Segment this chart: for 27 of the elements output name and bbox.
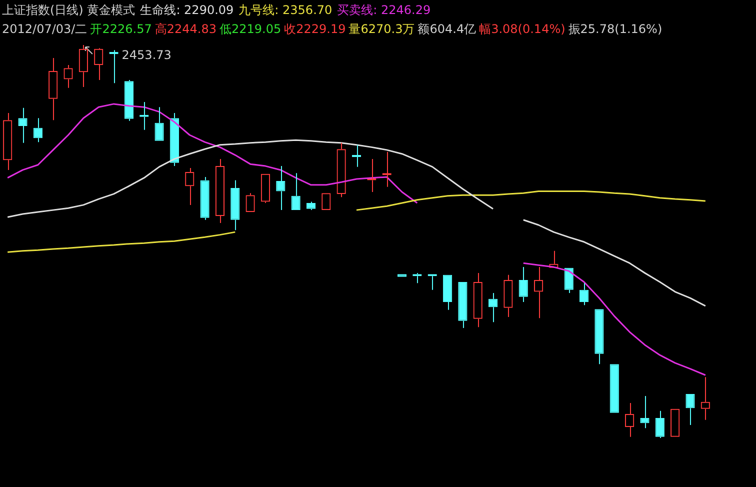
candlestick (655, 410, 664, 438)
chart-title: 上证指数(日线) 黄金模式 (2, 3, 136, 17)
candlestick (442, 274, 452, 310)
text: 九号线: 2356.70 (238, 3, 332, 17)
candlestick (154, 106, 164, 141)
annotation: 2453.73 (122, 48, 172, 62)
candlestick (352, 144, 362, 168)
candlestick (458, 282, 468, 328)
candlestick (109, 50, 118, 84)
text: 量6270.3万 (348, 22, 415, 36)
text: 振25.78(1.16%) (568, 22, 662, 36)
candlestick (518, 266, 528, 303)
candlestick (170, 112, 180, 167)
candlestick (640, 395, 650, 429)
text: 高2244.83 (154, 22, 216, 36)
text: 开2226.57 (90, 22, 152, 36)
candlestick (124, 79, 134, 122)
candlestick (564, 268, 574, 294)
text: 收2229.19 (284, 22, 346, 36)
text: 买卖线: 2246.29 (337, 3, 431, 17)
candlestick (230, 180, 240, 231)
text: 2012/07/03/二 (2, 22, 88, 36)
text: 额604.4亿 (418, 22, 476, 36)
text: 幅3.08(0.14%) (479, 22, 566, 36)
text: 低2219.05 (219, 22, 282, 36)
candlestick (200, 176, 210, 220)
text: 生命线: 2290.09 (140, 3, 234, 17)
